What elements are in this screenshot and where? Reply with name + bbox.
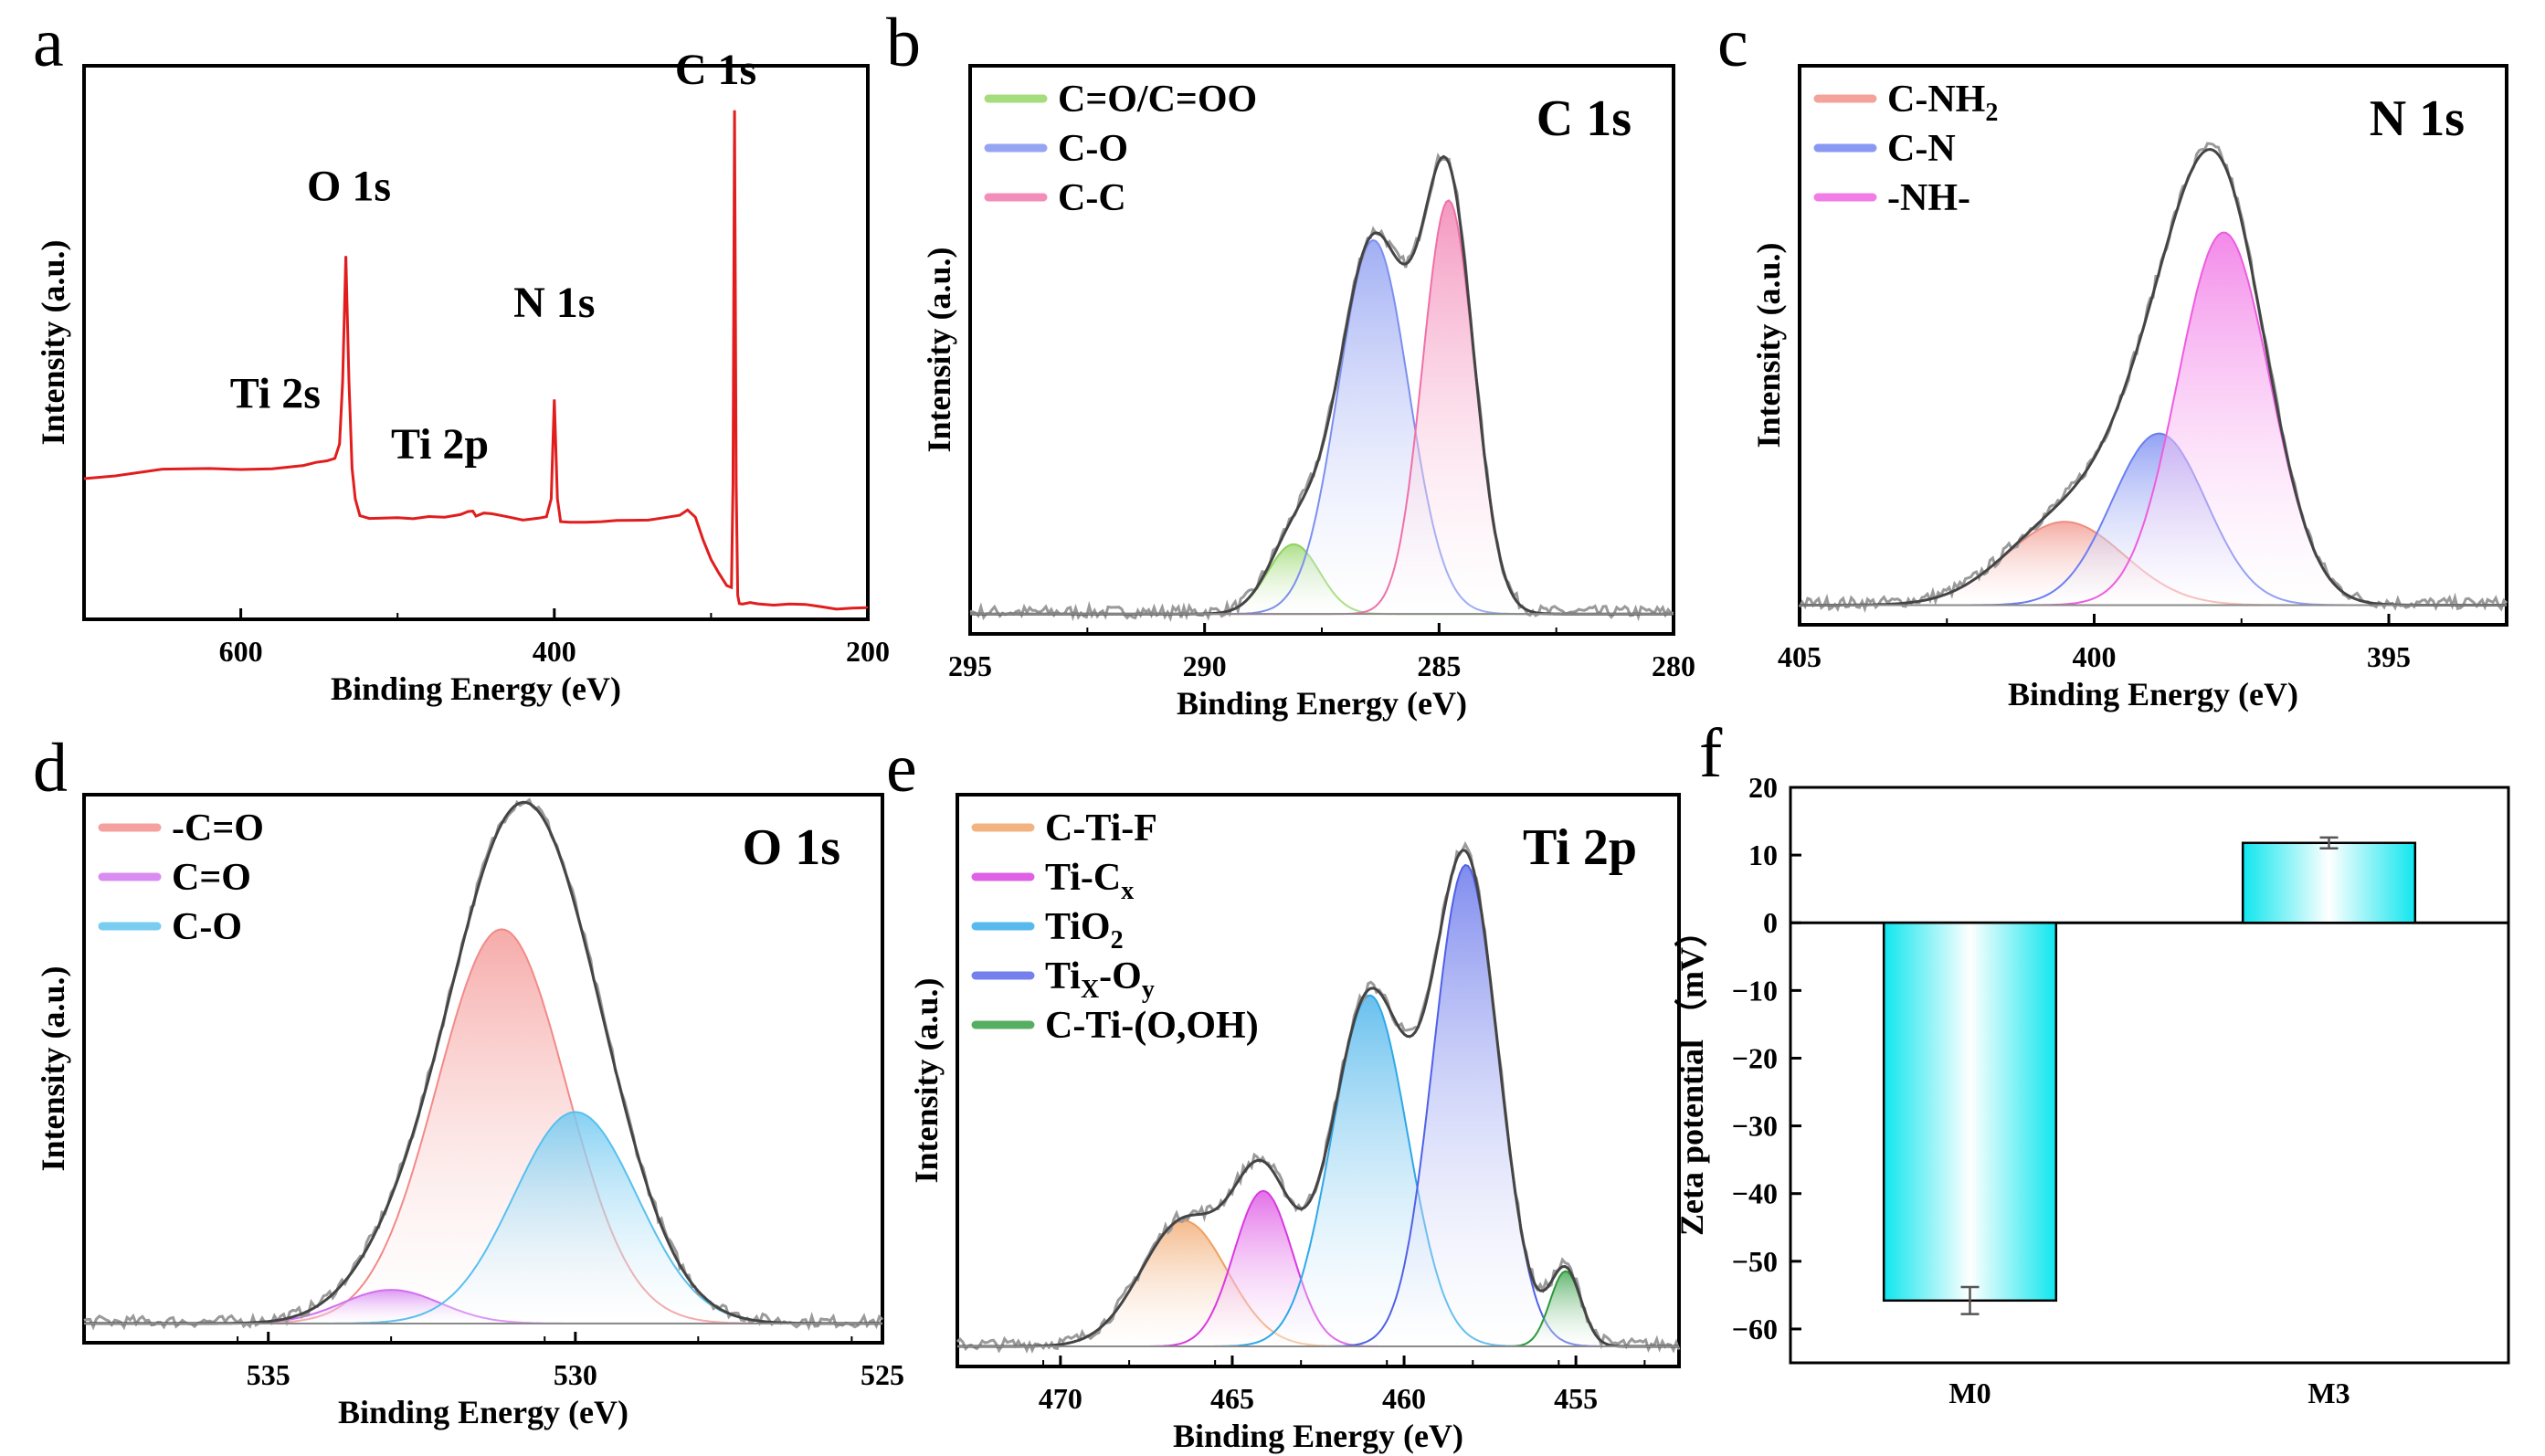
x-tick-label-d-0: 535 — [247, 1358, 290, 1391]
component-area-b-1 — [970, 240, 1674, 615]
panel-letter-c: c — [1717, 5, 1748, 81]
legend-label-e-4: C-Ti-(O,OH) — [1045, 1005, 1259, 1047]
x-axis-label-b: Binding Energy (eV) — [1177, 685, 1467, 722]
legend-label-d-0: -C=O — [172, 807, 264, 849]
legend-label-c-1: C-N — [1887, 128, 1956, 170]
peak-annotation-4: Ti 2p — [391, 420, 489, 469]
x-tick-label-b-1: 290 — [1183, 649, 1227, 682]
panel-d: 535 530 525 Binding Energy (eV) Intensity (a… — [35, 793, 904, 1430]
panel-e: 470 465 460 455 Binding Energy (eV) Intensity… — [908, 793, 1681, 1454]
legend-label-e-1: Ti-Cx — [1045, 857, 1134, 905]
x-tick-label-e-3: 455 — [1554, 1382, 1598, 1415]
component-area-e-2 — [957, 995, 1679, 1346]
y-axis-label-f: Zeta potential （mV） — [1674, 914, 1710, 1236]
survey-line — [83, 110, 869, 611]
panel-letter-e: e — [886, 730, 917, 807]
y-axis-label-d: Intensity (a.u.) — [35, 965, 71, 1171]
x-category-label-M0: M0 — [1948, 1377, 1991, 1409]
legend-label-b-0: C=O/C=OO — [1058, 79, 1257, 121]
y-tick-label-f-6: −40 — [1732, 1177, 1778, 1210]
component-area-c-0 — [1800, 522, 2507, 606]
panel-c: 405 400 395 Binding Energy (eV) Intensity (a… — [1750, 64, 2508, 712]
peak-annotation-1: C 1s — [675, 46, 756, 94]
x-tick-label-a-0: 600 — [219, 635, 263, 668]
legend-label-c-2: -NH- — [1887, 177, 1970, 219]
y-axis-label-b: Intensity (a.u.) — [921, 247, 957, 452]
x-tick-label-b-2: 285 — [1417, 649, 1461, 682]
core-level-title-c: N 1s — [2370, 90, 2465, 147]
y-axis-label-c: Intensity (a.u.) — [1750, 242, 1787, 448]
peak-annotation-0: O 1s — [307, 162, 391, 210]
x-tick-label-c-2: 395 — [2367, 640, 2411, 673]
x-tick-label-c-0: 405 — [1778, 640, 1822, 673]
plot-frame-e — [956, 793, 1681, 1368]
y-tick-label-f-5: −30 — [1732, 1110, 1778, 1143]
peak-annotation-3: Ti 2s — [230, 369, 321, 417]
x-tick-label-d-1: 530 — [554, 1358, 597, 1391]
x-tick-label-e-0: 470 — [1039, 1382, 1082, 1415]
x-axis-label-e: Binding Energy (eV) — [1173, 1418, 1463, 1454]
bar-M3 — [2241, 841, 2417, 924]
component-area-d-0 — [84, 929, 882, 1324]
x-tick-label-a-1: 400 — [533, 635, 576, 668]
x-tick-label-b-3: 280 — [1652, 649, 1695, 682]
panel-letter-a: a — [33, 5, 64, 81]
y-tick-label-f-4: −20 — [1732, 1041, 1778, 1074]
panel-letter-d: d — [33, 730, 68, 807]
legend-label-e-0: C-Ti-F — [1045, 807, 1157, 849]
x-tick-label-e-1: 465 — [1210, 1382, 1254, 1415]
x-tick-label-c-1: 400 — [2073, 640, 2117, 673]
panel-letter-b: b — [886, 5, 921, 81]
panel-a: 600 400 200 Binding Energy (eV) Intensity (a… — [35, 46, 890, 707]
panel-f: 20 10 0 −10 −20 −30 −40 −50 −60 M0 M3 Zeta potentia… — [1674, 771, 2510, 1409]
y-tick-label-f-7: −50 — [1732, 1245, 1778, 1278]
core-level-title-b: C 1s — [1537, 90, 1632, 147]
legend-label-d-1: C=O — [172, 857, 251, 899]
y-tick-label-f-0: 20 — [1748, 771, 1778, 804]
legend-label-c-0: C-NH2 — [1887, 79, 1998, 127]
plot-frame-d — [82, 793, 884, 1345]
plot-frame-f — [1789, 786, 2510, 1365]
component-area-c-2 — [1800, 232, 2507, 606]
component-area-d-2 — [84, 1112, 882, 1324]
y-axis-label-a: Intensity (a.u.) — [35, 239, 71, 445]
panel-b: 295 290 285 280 Binding Energy (eV) Intensity… — [921, 64, 1695, 722]
peak-annotation-2: N 1s — [513, 279, 595, 327]
envelope-line-e — [957, 849, 1679, 1348]
core-level-title-d: O 1s — [743, 819, 840, 876]
y-tick-label-f-1: 10 — [1748, 839, 1778, 871]
bar-M0 — [1882, 921, 2058, 1303]
y-tick-label-f-8: −60 — [1732, 1313, 1778, 1345]
x-tick-label-a-2: 200 — [846, 635, 890, 668]
panel-letter-f: f — [1699, 715, 1723, 792]
plot-frame-a — [82, 64, 870, 621]
x-tick-label-e-2: 460 — [1382, 1382, 1426, 1415]
legend-label-d-2: C-O — [172, 906, 242, 948]
x-axis-label-d: Binding Energy (eV) — [338, 1394, 628, 1430]
x-tick-label-d-2: 525 — [861, 1358, 904, 1391]
x-category-label-M3: M3 — [2307, 1377, 2350, 1409]
y-axis-label-e: Intensity (a.u.) — [908, 977, 945, 1183]
legend-label-b-2: C-C — [1058, 177, 1126, 219]
legend-label-e-3: TiX-Oy — [1045, 955, 1155, 1004]
raw-data-line-d — [83, 797, 883, 1332]
plot-frame-c — [1798, 64, 2508, 627]
x-axis-label-c: Binding Energy (eV) — [2008, 676, 2298, 712]
legend-label-e-2: TiO2 — [1045, 906, 1124, 955]
component-area-e-0 — [957, 1220, 1679, 1346]
component-area-e-3 — [957, 865, 1679, 1346]
x-tick-label-b-0: 295 — [948, 649, 992, 682]
y-tick-label-f-3: −10 — [1732, 974, 1778, 1007]
legend-label-b-1: C-O — [1058, 128, 1128, 170]
core-level-title-e: Ti 2p — [1523, 819, 1637, 876]
y-tick-label-f-2: 0 — [1763, 906, 1778, 939]
x-axis-label-a: Binding Energy (eV) — [331, 670, 621, 707]
